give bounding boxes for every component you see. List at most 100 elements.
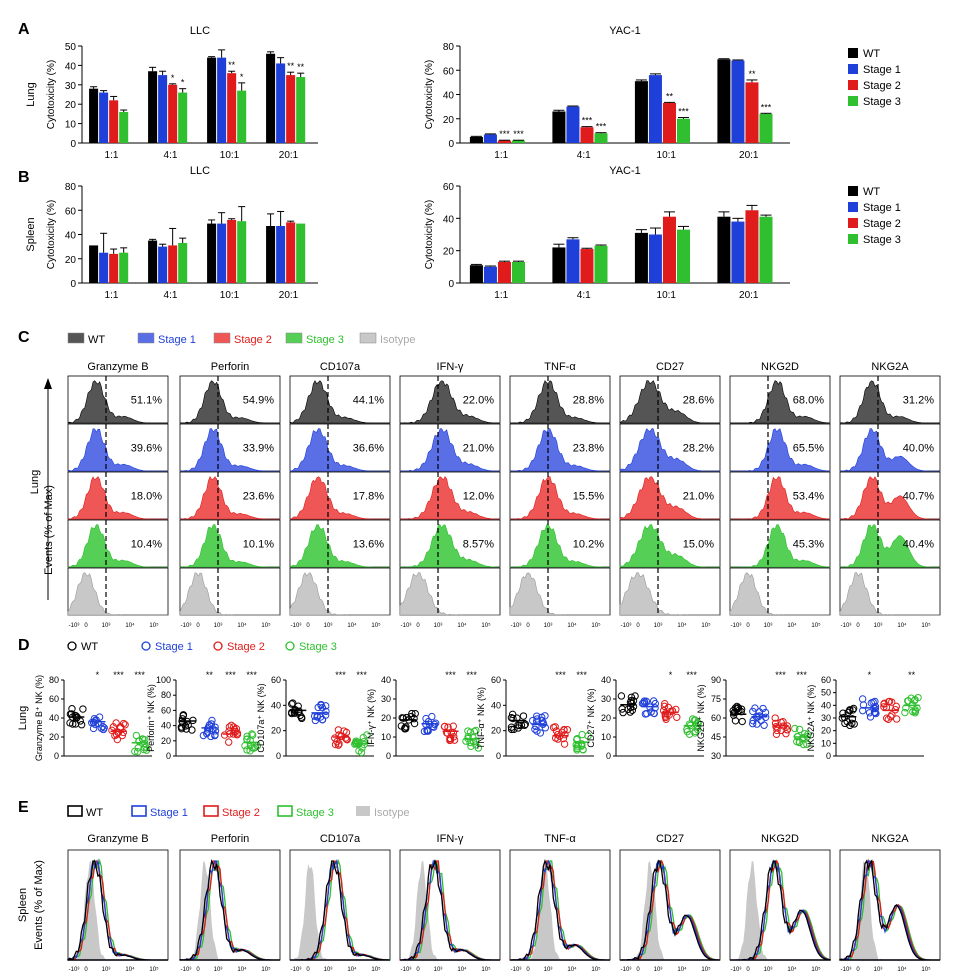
data-point <box>109 723 118 731</box>
panel-letter-B: B <box>18 169 30 186</box>
y-tick-label: 0 <box>70 279 76 290</box>
data-point <box>472 726 480 735</box>
flow-tick-label: 10⁴ <box>125 966 135 973</box>
isotype-curve <box>730 861 830 960</box>
flow-tick-label: 10⁵ <box>701 966 711 973</box>
flow-tick-label: 10⁵ <box>149 966 159 973</box>
percentage-label: 10.4% <box>131 539 162 551</box>
significance-mark: ** <box>908 670 916 680</box>
data-point <box>673 713 681 721</box>
y-tick-label: 75 <box>711 694 721 704</box>
y-tick-label: 40 <box>381 675 391 685</box>
legend-label: WT <box>863 48 880 60</box>
bar-wt <box>717 216 731 283</box>
histogram-curve <box>839 572 940 616</box>
percentage-label: 40.0% <box>903 443 934 455</box>
percentage-label: 22.0% <box>463 395 494 407</box>
data-point <box>514 724 522 732</box>
data-point <box>297 713 306 721</box>
data-point <box>760 721 768 729</box>
bar-wt <box>89 88 99 143</box>
y-tick-label: 40 <box>601 675 611 685</box>
flow-tick-label: 0 <box>84 967 88 973</box>
flow-tick-label: 10⁵ <box>591 966 601 973</box>
isotype-curve <box>68 861 168 960</box>
data-point <box>691 727 699 736</box>
bar-stage-3 <box>237 221 247 283</box>
x-tick-label: 20:1 <box>279 290 299 301</box>
significance-mark: *** <box>466 670 477 680</box>
y-tick-label: 10 <box>601 732 611 742</box>
y-tick-label: 40 <box>491 700 501 710</box>
percentage-label: 13.6% <box>353 539 384 551</box>
bar-stage-2 <box>497 261 511 283</box>
histogram-curve <box>289 476 390 520</box>
bar-stage-1 <box>648 234 662 283</box>
data-point <box>360 738 368 746</box>
overlay-curve <box>730 860 831 961</box>
data-point <box>771 719 780 728</box>
data-point <box>510 725 518 734</box>
percentage-label: 21.0% <box>683 491 714 503</box>
data-point <box>99 725 108 734</box>
bar-wt <box>148 240 158 283</box>
x-tick-label: 4:1 <box>577 290 591 301</box>
flow-tick-label: 10³ <box>544 967 553 973</box>
bar-stage-2 <box>662 102 676 143</box>
significance-mark: *** <box>335 670 346 680</box>
flow-tick-label: 0 <box>84 623 88 629</box>
flow-tick-label: 10⁵ <box>481 622 491 629</box>
histogram-curve <box>67 524 168 568</box>
data-point <box>541 712 549 720</box>
legend-label: WT <box>81 641 98 653</box>
isotype-curve <box>180 861 280 960</box>
significance-mark: *** <box>576 670 587 680</box>
data-point <box>668 707 677 715</box>
significance-mark: *** <box>596 122 607 132</box>
flow-tick-label: 10⁴ <box>237 622 247 629</box>
data-point <box>441 722 449 731</box>
marker-header: CD27 <box>656 361 684 373</box>
percentage-label: 10.2% <box>573 539 604 551</box>
row-label: Lung <box>29 470 41 494</box>
data-point <box>95 713 104 721</box>
bar-stage-2 <box>662 216 676 283</box>
legend-swatch <box>848 80 858 90</box>
y-tick-label: 20 <box>821 726 831 736</box>
y-tick-label: 10 <box>65 120 77 131</box>
flow-tick-label: -10³ <box>291 967 302 973</box>
significance-mark: *** <box>445 670 456 680</box>
histogram-curve <box>730 380 831 424</box>
legend-swatch <box>848 64 858 74</box>
data-point <box>888 698 896 706</box>
bar-stage-3 <box>119 111 129 143</box>
data-point <box>539 719 547 727</box>
data-point <box>474 744 483 752</box>
data-point <box>731 708 739 716</box>
y-axis-label: NKG2D⁺ NK (%) <box>696 684 706 751</box>
legend-swatch <box>277 805 293 817</box>
data-point <box>295 707 303 715</box>
y-tick-label: 60 <box>443 66 455 77</box>
data-point <box>243 732 251 740</box>
y-tick-label: 60 <box>65 206 77 217</box>
data-point <box>333 737 341 746</box>
flow-tick-label: 0 <box>636 967 640 973</box>
significance-mark: * <box>868 670 872 680</box>
percentage-label: 8.57% <box>463 539 494 551</box>
data-point <box>577 740 586 748</box>
data-point <box>360 740 368 749</box>
bar-stage-2 <box>580 127 594 143</box>
flow-tick-label: 10⁴ <box>347 966 357 973</box>
data-point <box>848 719 856 728</box>
y-tick-label: 30 <box>381 694 391 704</box>
bar-stage-3 <box>296 223 306 283</box>
y-tick-label: 60 <box>491 675 501 685</box>
flow-tick-label: 0 <box>306 623 310 629</box>
y-tick-label: 10 <box>821 738 831 748</box>
data-point <box>649 697 658 705</box>
flow-tick-label: 10⁵ <box>701 622 711 629</box>
bar-stage-3 <box>511 261 525 283</box>
histogram-curve <box>67 428 168 472</box>
flow-tick-label: 10⁵ <box>261 622 271 629</box>
